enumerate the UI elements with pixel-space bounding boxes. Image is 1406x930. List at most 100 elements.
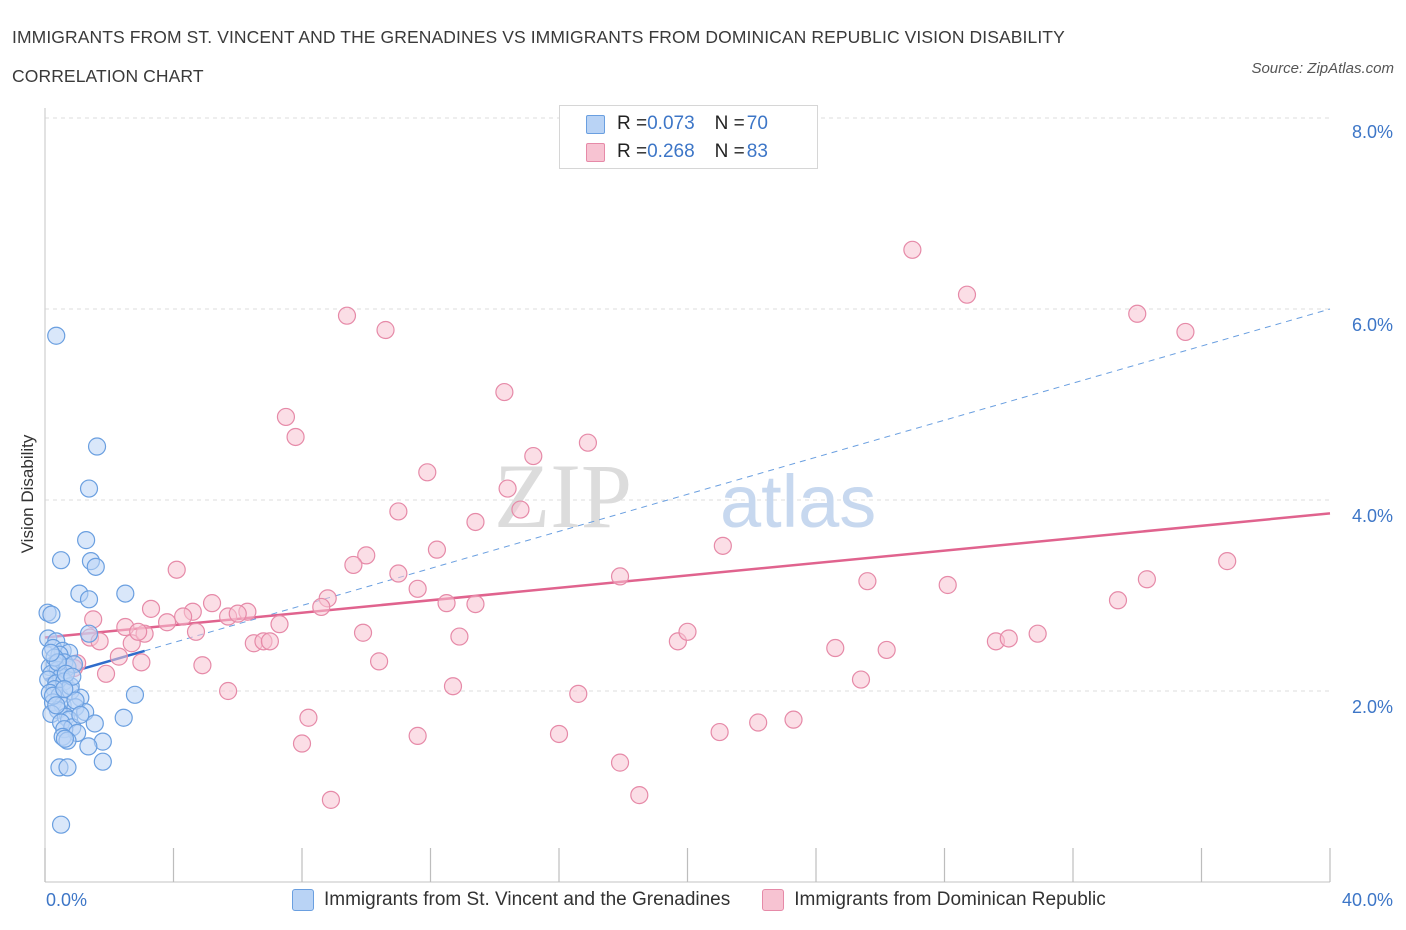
data-point-dominican	[466, 512, 485, 532]
data-point-svg	[47, 696, 66, 715]
data-point-dominican	[292, 734, 312, 753]
data-point-dominican	[389, 502, 408, 521]
data-point-dominican	[1028, 624, 1047, 643]
data-point-dominican	[877, 640, 896, 660]
series-swatch-blue	[292, 889, 314, 911]
data-point-dominican	[630, 785, 649, 805]
data-point-dominican	[370, 652, 389, 671]
data-point-dominican	[1128, 304, 1147, 323]
data-point-dominican	[495, 382, 514, 402]
y-tick-label-2: 2.0%	[1351, 697, 1393, 717]
legend-r-value: 0.073	[647, 113, 695, 134]
data-point-dominican	[321, 790, 341, 809]
series-svg-points	[38, 326, 145, 834]
data-point-dominican	[1218, 552, 1237, 571]
data-point-svg	[79, 737, 98, 756]
series-dominican-points	[64, 240, 1237, 809]
data-point-dominican	[851, 670, 871, 689]
data-point-dominican	[132, 653, 151, 672]
data-point-dominican	[389, 564, 408, 583]
data-point-svg	[93, 752, 112, 771]
watermark-zip: ZIP	[494, 445, 632, 547]
data-point-svg	[47, 326, 66, 345]
x-tick-label-min: 0.0%	[46, 890, 88, 910]
data-point-dominican	[1176, 322, 1195, 342]
data-point-dominican	[443, 677, 463, 696]
correlation-legend: R = 0.073 N = 70 R = 0.268 N = 83	[559, 105, 818, 169]
data-point-dominican	[713, 536, 732, 555]
data-point-dominican	[678, 622, 697, 641]
legend-n-value: 83	[746, 141, 768, 162]
source-credit: Source: ZipAtlas.com	[1251, 60, 1394, 77]
series-swatch-pink	[762, 889, 785, 911]
data-point-dominican	[260, 632, 279, 651]
data-point-svg	[85, 714, 104, 733]
axes	[44, 108, 1331, 883]
data-point-svg	[55, 729, 75, 748]
data-point-svg	[79, 479, 99, 498]
data-point-dominican	[357, 546, 376, 565]
data-point-svg	[125, 685, 145, 704]
legend-row-svg: R = 0.073 N = 70	[586, 112, 768, 136]
data-point-dominican	[524, 446, 543, 466]
data-point-svg	[77, 531, 96, 550]
data-point-dominican	[826, 638, 845, 658]
trend-line-dominican	[44, 512, 1331, 639]
data-point-svg	[55, 679, 74, 699]
data-point-svg	[42, 605, 61, 624]
data-point-dominican	[466, 594, 485, 614]
watermark: ZIP atlas	[494, 445, 876, 547]
data-point-dominican	[408, 579, 427, 598]
data-point-dominican	[109, 647, 128, 666]
series-legend-item-svg: Immigrants from St. Vincent and the Gren…	[292, 889, 730, 911]
data-point-dominican	[286, 427, 305, 447]
data-point-dominican	[1108, 591, 1128, 610]
series-label-svg: Immigrants from St. Vincent and the Gren…	[324, 889, 731, 910]
data-point-dominican	[299, 708, 318, 727]
data-point-dominican	[157, 613, 177, 632]
data-point-dominican	[1137, 570, 1156, 589]
data-point-svg	[51, 815, 71, 834]
data-point-dominican	[903, 240, 922, 259]
data-point-svg	[79, 590, 99, 609]
legend-r-value: 0.268	[647, 141, 695, 162]
data-point-svg	[79, 624, 99, 643]
data-point-dominican	[186, 622, 206, 641]
data-point-dominican	[174, 607, 193, 626]
data-point-svg	[114, 708, 133, 727]
data-point-dominican	[376, 320, 395, 340]
trend-line-svg-extension	[144, 308, 1331, 652]
data-point-svg	[41, 643, 60, 662]
data-point-dominican	[167, 560, 186, 579]
data-point-dominican	[193, 656, 212, 675]
data-point-dominican	[450, 627, 469, 646]
legend-swatch-pink	[586, 142, 605, 162]
legend-n-value: 70	[746, 113, 768, 134]
data-point-dominican	[610, 567, 630, 586]
data-point-dominican	[219, 681, 238, 701]
series-legend: Immigrants from St. Vincent and the Gren…	[292, 889, 1138, 911]
data-point-dominican	[938, 575, 957, 595]
legend-row-dominican: R = 0.268 N = 83	[586, 140, 768, 164]
data-point-dominican	[957, 285, 977, 304]
data-point-svg	[116, 584, 135, 603]
data-point-dominican	[578, 433, 598, 452]
data-point-svg	[51, 551, 71, 570]
data-point-dominican	[202, 594, 222, 613]
data-point-dominican	[228, 604, 247, 623]
data-point-dominican	[749, 713, 768, 732]
series-label-dominican: Immigrants from Dominican Republic	[794, 889, 1106, 910]
data-point-svg	[86, 557, 105, 576]
data-point-dominican	[96, 664, 116, 683]
data-point-dominican	[498, 479, 517, 498]
data-point-dominican	[437, 594, 456, 613]
data-point-svg	[58, 758, 77, 777]
legend-r-label: R =	[617, 141, 648, 162]
data-point-dominican	[408, 726, 427, 745]
data-point-svg	[87, 437, 107, 456]
data-point-dominican	[276, 407, 296, 427]
data-point-dominican	[337, 306, 357, 325]
x-tick-label-max: 40.0%	[1341, 890, 1393, 910]
chart-title: IMMIGRANTS FROM ST. VINCENT AND THE GREN…	[12, 27, 1065, 86]
y-tick-label-4: 4.0%	[1351, 506, 1393, 526]
